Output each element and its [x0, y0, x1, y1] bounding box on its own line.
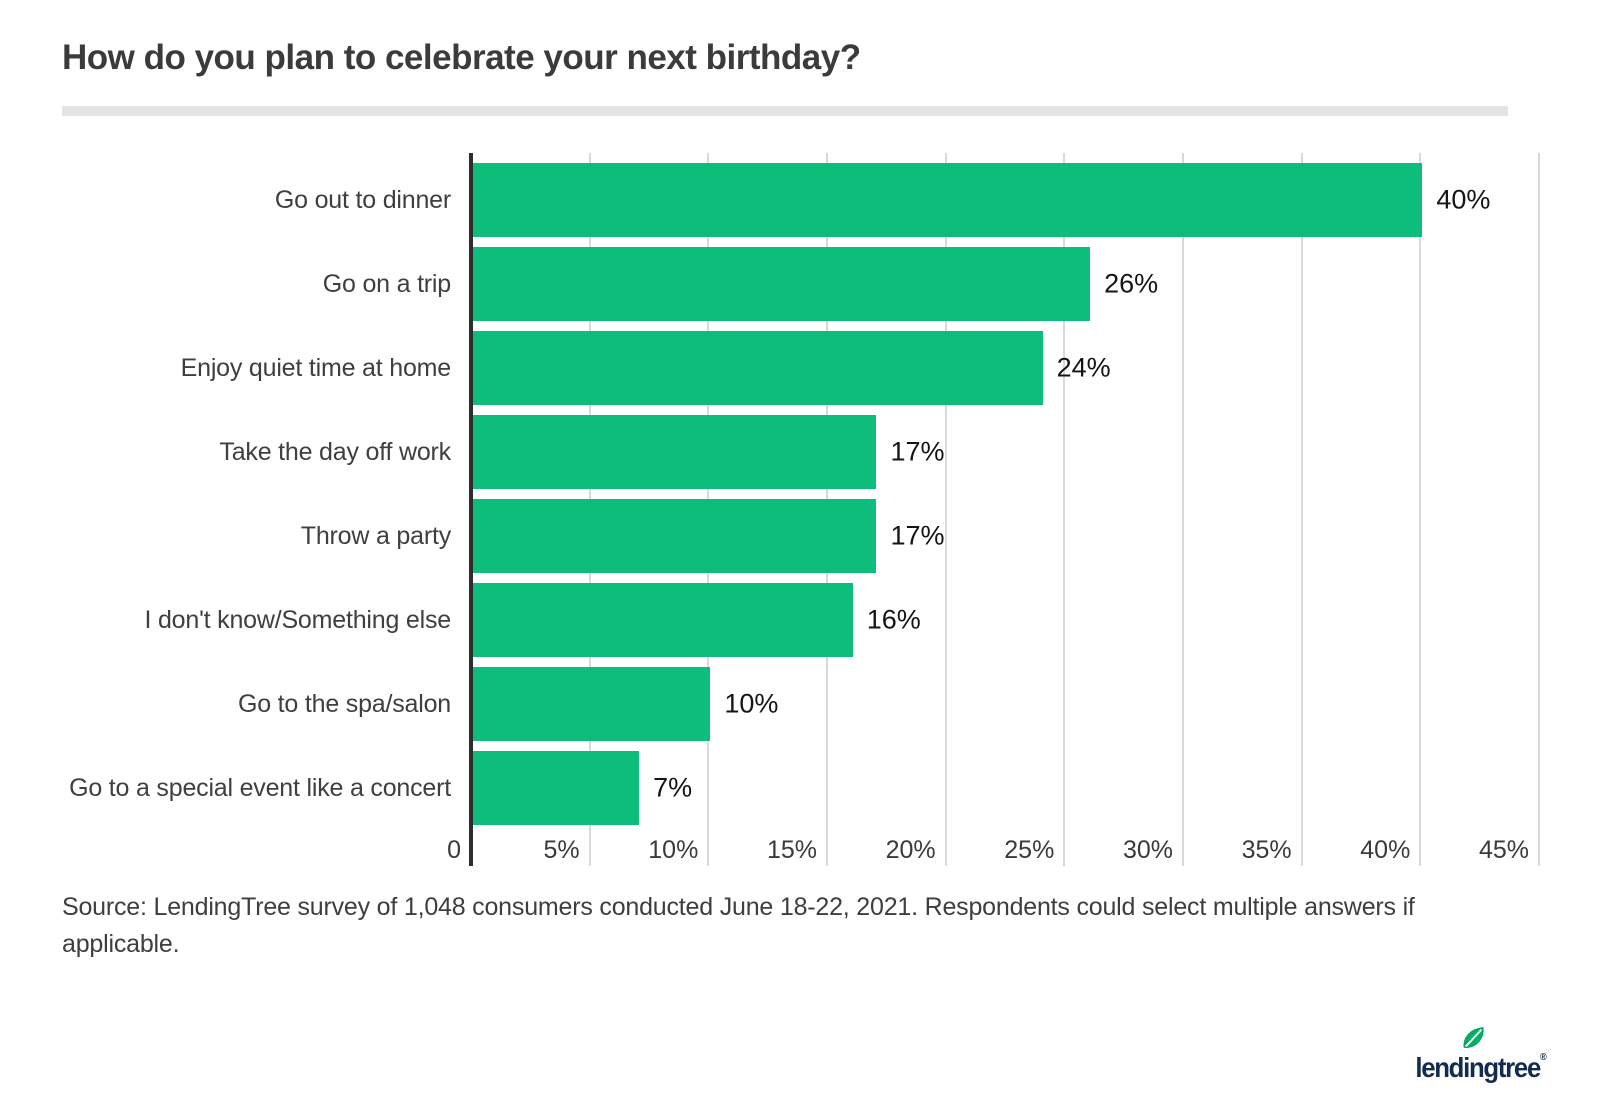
x-tick-label: 0: [447, 836, 461, 864]
bar-track: 16%: [471, 583, 1540, 657]
registered-trademark-symbol: ®: [1539, 1052, 1547, 1063]
bar-row: Go to a special event like a concert 7%: [62, 746, 1540, 830]
x-tick-label: 10%: [648, 836, 699, 864]
leaf-icon: [1463, 1027, 1484, 1049]
brand-wordmark: lendingtree®: [1414, 1052, 1547, 1083]
brand-name-text: lendingtree: [1414, 1052, 1541, 1083]
gridline: [1182, 153, 1184, 866]
value-label: 10%: [724, 688, 779, 719]
bar-track: 26%: [471, 247, 1540, 321]
bar: [473, 415, 877, 489]
category-label: I don't know/Something else: [144, 605, 451, 634]
category-label: Throw a party: [300, 521, 451, 550]
gridline: [1419, 153, 1422, 866]
value-label: 7%: [653, 772, 693, 803]
gridline: [944, 153, 947, 866]
gridline: [1063, 153, 1066, 866]
source-note: Source: LendingTree survey of 1,048 cons…: [62, 893, 1415, 958]
bar: [473, 667, 711, 741]
bar-chart-rows: Go out to dinner 40% Go on a trip 26% Enjoy …: [62, 158, 1540, 830]
bar: [473, 751, 640, 825]
x-tick-label: 35%: [1241, 836, 1292, 864]
bar-track: 17%: [471, 415, 1540, 489]
bar-row: Take the day off work 17%: [62, 410, 1540, 494]
bar-track: 24%: [471, 331, 1540, 405]
gridline: [1300, 153, 1303, 866]
category-label: Go to a special event like a concert: [69, 773, 451, 802]
x-tick-label: 20%: [885, 836, 936, 864]
bar-row: Go on a trip 26%: [62, 242, 1540, 326]
x-tick-label: 40%: [1360, 836, 1411, 864]
bar-track: 10%: [471, 667, 1540, 741]
x-tick-label: 5%: [543, 836, 580, 864]
bar-row: Throw a party 17%: [62, 494, 1540, 578]
bar-row: Go to the spa/salon 10%: [62, 662, 1540, 746]
x-tick-label: 15%: [766, 836, 817, 864]
category-label: Go out to dinner: [274, 185, 451, 214]
y-axis-line: [469, 153, 473, 866]
category-label: Go on a trip: [322, 269, 451, 298]
bar: [473, 163, 1423, 237]
bar: [473, 499, 877, 573]
bar: [473, 247, 1091, 321]
value-label: 17%: [890, 520, 945, 551]
page-title: How do you plan to celebrate your next b…: [62, 38, 861, 77]
bar-row: I don't know/Something else 16%: [62, 578, 1540, 662]
gridline: [1538, 153, 1540, 866]
bar-track: 7%: [471, 751, 1540, 825]
value-label: 24%: [1056, 352, 1111, 383]
bar: [473, 331, 1043, 405]
value-label: 16%: [866, 604, 921, 635]
lendingtree-logo: lendingtree®: [1404, 1027, 1547, 1083]
value-label: 26%: [1104, 268, 1159, 299]
bar-track: 17%: [471, 499, 1540, 573]
category-label: Enjoy quiet time at home: [180, 353, 452, 382]
value-label: 40%: [1436, 184, 1491, 215]
bar-row: Go out to dinner 40%: [62, 158, 1540, 242]
x-tick-label: 30%: [1122, 836, 1173, 864]
title-divider: [62, 106, 1508, 116]
category-label: Go to the spa/salon: [237, 689, 451, 718]
bar: [473, 583, 853, 657]
value-label: 17%: [890, 436, 945, 467]
bar-track: 40%: [471, 163, 1540, 237]
category-label: Take the day off work: [219, 437, 451, 466]
x-axis-tick-labels: 0 5% 10% 15% 20% 25% 30% 35% 40% 45%: [447, 836, 1539, 872]
x-tick-label: 45%: [1478, 836, 1529, 864]
x-tick-label: 25%: [1004, 836, 1055, 864]
bar-row: Enjoy quiet time at home 24%: [62, 326, 1540, 410]
